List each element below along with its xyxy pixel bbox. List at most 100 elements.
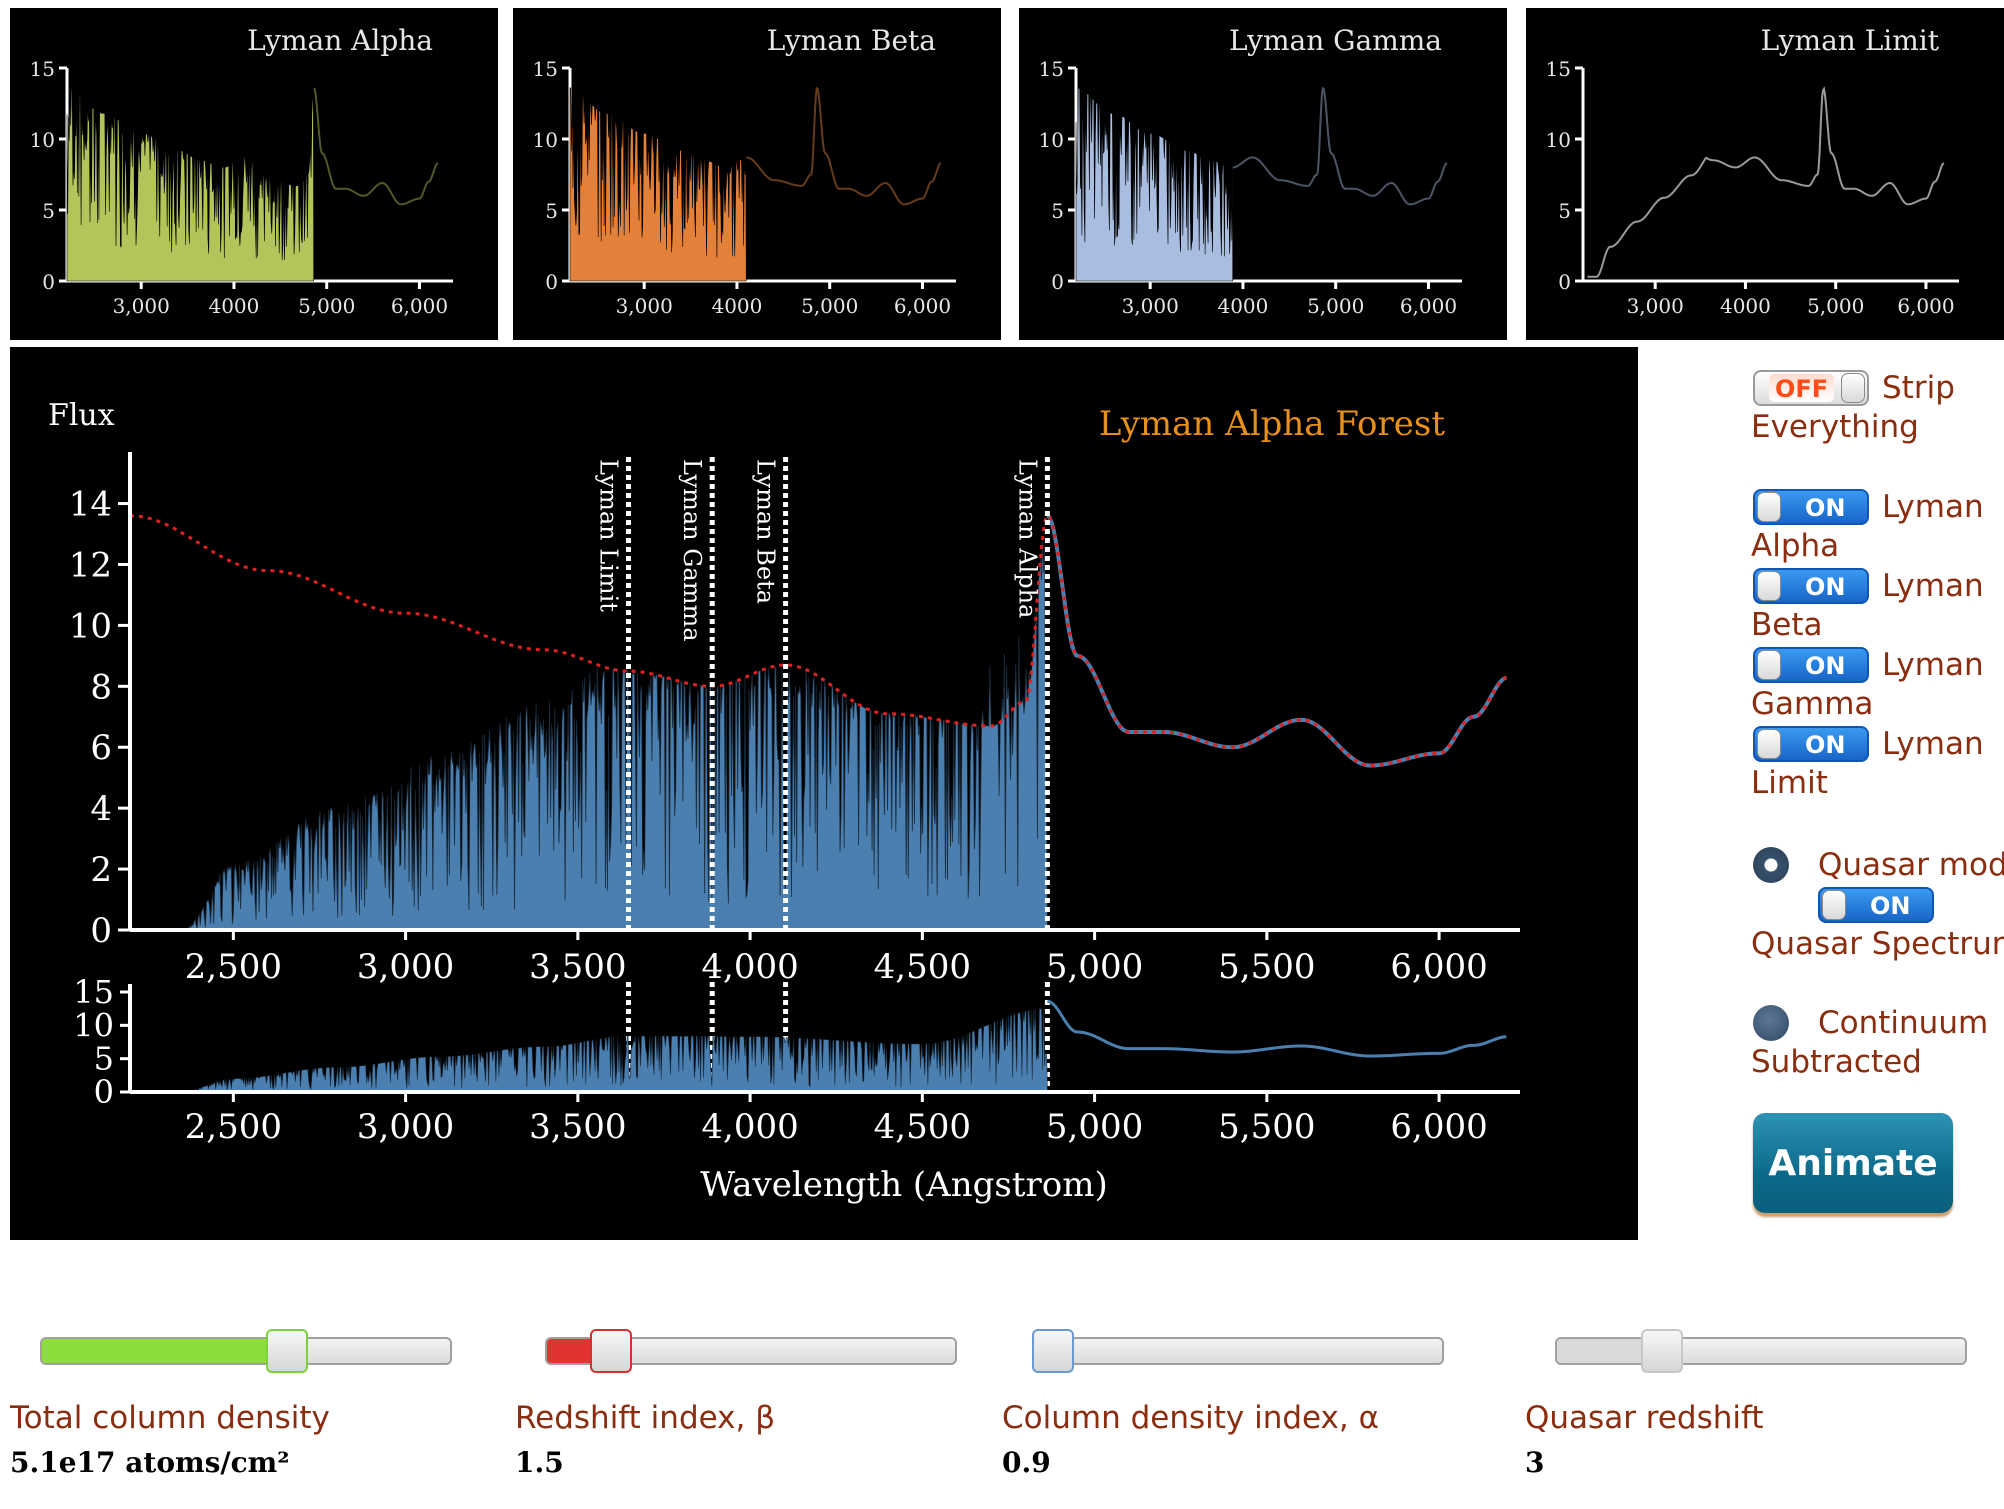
y-tick-label: 8: [90, 667, 112, 707]
mini-chart-lyman-gamma: Lyman Gamma 15 10 5 0 3,000 4000 5,000 6,000: [1019, 8, 1507, 340]
lower-x-tick-label: 5,000: [1046, 1107, 1143, 1147]
slider-value: 5.1e17 atoms/cm²: [10, 1446, 290, 1479]
lyman-limit-label: Lyman: [1882, 726, 1984, 762]
y-tick-label: 0: [1051, 270, 1064, 294]
lyman-beta-label: Lyman: [1882, 568, 1984, 604]
lyman-gamma-toggle[interactable]: ON: [1753, 647, 1869, 683]
toggle-knob: [1757, 650, 1781, 680]
x-tick-label: 3,000: [1122, 294, 1179, 318]
y-tick-label: 15: [533, 57, 558, 81]
main-chart-panel: Flux Lyman Alpha Forest 14 12 10 8 6 4 2 0 2,500 3,…: [10, 347, 1638, 1240]
main-chart-title: Lyman Alpha Forest: [1099, 404, 1446, 444]
y-tick-label: 12: [69, 545, 112, 585]
x-tick-label: 5,500: [1218, 947, 1315, 987]
mini-model-line: [313, 87, 439, 206]
lyman-alpha-toggle[interactable]: ON: [1753, 489, 1869, 525]
x-tick-label: 5,000: [801, 294, 858, 318]
reference-line-label: Lyman Alpha: [1013, 459, 1041, 618]
toggle-knob: [1757, 729, 1781, 759]
strip-label: Strip: [1882, 370, 1955, 406]
mini-chart-svg: Lyman Limit 15 10 5 0 3,000 4000 5,000 6,000: [1546, 24, 1959, 318]
y-tick-label: 6: [90, 728, 112, 768]
y-tick-label: 5: [1558, 199, 1571, 223]
slider-handle[interactable]: [1031, 1329, 1074, 1373]
lyman-beta-toggle[interactable]: ON: [1753, 568, 1869, 604]
mini-model-line: [1232, 86, 1448, 206]
y-tick-label: 10: [1039, 128, 1064, 152]
y-tick-label: 10: [1546, 128, 1571, 152]
slider-label: Column density index, α: [1002, 1400, 1380, 1436]
lower-spectrum-line: [1047, 999, 1507, 1058]
x-tick-label: 3,000: [616, 294, 673, 318]
x-tick-label: 5,000: [298, 294, 355, 318]
slider-handle[interactable]: [1641, 1329, 1684, 1373]
mini-chart-title: Lyman Limit: [1761, 24, 1940, 57]
mini-chart-lyman-alpha: Lyman Alpha 15 10 5 0 3,000 4000 5,000 6,000: [10, 8, 498, 340]
slider-value: 3: [1525, 1446, 1545, 1479]
mini-model-line: [1587, 86, 1945, 278]
toggle-knob: [1822, 890, 1846, 920]
lyman-alpha-label-2: Alpha: [1751, 528, 1840, 564]
x-tick-label: 5,000: [1807, 294, 1864, 318]
mini-chart-svg: Lyman Gamma 15 10 5 0 3,000 4000 5,000 6,000: [1039, 24, 1462, 318]
x-tick-label: 3,500: [529, 947, 626, 987]
x-tick-label: 4000: [1217, 294, 1268, 318]
x-tick-label: 3,000: [113, 294, 170, 318]
animate-button[interactable]: Animate: [1753, 1113, 1953, 1213]
toggle-state: ON: [1805, 494, 1846, 522]
x-tick-label: 3,000: [1627, 294, 1684, 318]
y-tick-label: 14: [69, 485, 112, 525]
slider-label: Total column density: [10, 1400, 330, 1436]
slider-track[interactable]: [1555, 1337, 1967, 1365]
x-tick-label: 4,500: [874, 947, 971, 987]
lower-absorbed-spectrum: [130, 1008, 1048, 1093]
lower-x-tick-label: 4,500: [874, 1107, 971, 1147]
lower-y-tick-label: 5: [94, 1040, 114, 1078]
x-axis-title: Wavelength (Angstrom): [700, 1165, 1107, 1205]
x-tick-label: 5,000: [1307, 294, 1364, 318]
y-tick-label: 15: [1546, 57, 1571, 81]
lyman-gamma-label: Lyman: [1882, 647, 1984, 683]
mini-absorbed-spectrum: [66, 88, 315, 282]
lyman-limit-toggle[interactable]: ON: [1753, 726, 1869, 762]
slider-label: Quasar redshift: [1525, 1400, 1764, 1436]
mini-chart-lyman-beta: Lyman Beta 15 10 5 0 3,000 4000 5,000 6,000: [513, 8, 1001, 340]
quasar-spectrum-line: [1046, 514, 1508, 768]
quasar-spectrum-toggle[interactable]: ON: [1818, 887, 1934, 923]
y-tick-label: 4: [90, 789, 112, 829]
continuum-subtracted-radio[interactable]: [1753, 1005, 1789, 1041]
y-tick-label: 15: [30, 57, 55, 81]
quasar-spectrum-label: Quasar Spectrum: [1751, 926, 2004, 962]
y-tick-label: 0: [42, 270, 55, 294]
toggle-knob: [1757, 571, 1781, 601]
absorbed-spectrum: [130, 537, 1048, 931]
lower-x-tick-label: 6,000: [1390, 1107, 1487, 1147]
x-tick-label: 6,000: [1897, 294, 1954, 318]
lower-x-tick-label: 3,000: [357, 1107, 454, 1147]
mini-chart-svg: Lyman Beta 15 10 5 0 3,000 4000 5,000 6,000: [533, 24, 956, 318]
slider-label: Redshift index, β: [515, 1400, 775, 1436]
reference-line-label: Lyman Limit: [594, 459, 622, 612]
y-tick-label: 15: [1039, 57, 1064, 81]
y-tick-label: 10: [30, 128, 55, 152]
slider-track[interactable]: [1032, 1337, 1444, 1365]
lower-x-tick-label: 4,000: [701, 1107, 798, 1147]
toggle-knob: [1841, 373, 1865, 403]
y-tick-label: 2: [90, 850, 112, 890]
slider-handle[interactable]: [266, 1329, 309, 1373]
strip-toggle[interactable]: OFF: [1753, 370, 1869, 406]
lyman-limit-label-2: Limit: [1751, 765, 1828, 801]
mini-absorbed-spectrum: [1075, 87, 1234, 282]
continuum-label-2: Subtracted: [1751, 1044, 1922, 1080]
slider-handle[interactable]: [589, 1329, 632, 1373]
quasar-model-radio[interactable]: [1753, 847, 1789, 883]
x-tick-label: 6,000: [391, 294, 448, 318]
y-tick-label: 0: [1558, 270, 1571, 294]
lower-y-tick-label: 15: [73, 973, 114, 1011]
continuum-label: Continuum: [1818, 1005, 1989, 1041]
slider-track[interactable]: [40, 1337, 452, 1365]
x-tick-label: 6,000: [894, 294, 951, 318]
y-tick-label: 0: [90, 911, 112, 951]
mini-model-line: [746, 86, 942, 206]
lower-x-tick-label: 3,500: [529, 1107, 626, 1147]
